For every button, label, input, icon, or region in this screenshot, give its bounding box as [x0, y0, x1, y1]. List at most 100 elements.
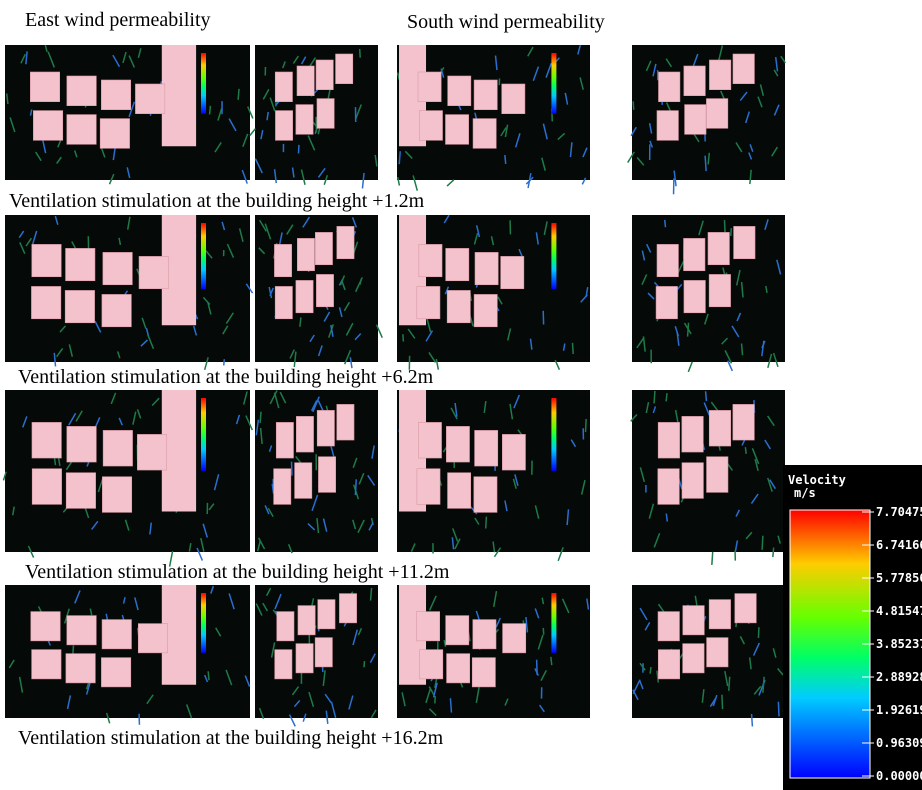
legend-label: 0.963094	[876, 736, 922, 750]
caption: Ventilation stimulation at the building …	[18, 727, 444, 749]
building	[475, 430, 498, 466]
flow-streak	[706, 391, 707, 401]
building	[102, 477, 131, 513]
building	[658, 469, 679, 505]
flow-streak	[551, 657, 552, 665]
building	[32, 244, 61, 276]
building	[315, 638, 332, 667]
building	[337, 404, 354, 440]
simulation-image	[397, 45, 590, 191]
building	[275, 72, 292, 102]
building	[31, 286, 60, 318]
building	[277, 612, 294, 641]
building	[658, 422, 679, 458]
building	[33, 111, 62, 141]
simulation-image	[397, 585, 590, 718]
flow-streak	[633, 101, 634, 109]
building	[275, 286, 292, 318]
flow-streak	[586, 419, 587, 432]
legend-label: 4.81547	[876, 604, 922, 618]
flow-streak	[654, 391, 655, 403]
simulation-image	[255, 390, 378, 553]
building	[448, 76, 471, 106]
building	[658, 650, 679, 679]
building	[296, 105, 313, 135]
simulation-image	[5, 45, 253, 184]
building	[684, 280, 705, 312]
building	[420, 650, 443, 679]
flow-streak	[505, 155, 506, 164]
building	[685, 105, 706, 135]
flow-streak	[210, 106, 211, 115]
building	[734, 226, 755, 258]
building	[684, 66, 705, 96]
simulation-image	[5, 585, 250, 725]
building	[101, 658, 130, 687]
legend-unit: m/s	[794, 486, 816, 500]
flow-streak	[364, 661, 365, 667]
building	[66, 654, 95, 683]
building	[337, 226, 354, 258]
building	[735, 594, 756, 623]
simulation-image	[250, 45, 378, 188]
building	[659, 72, 680, 102]
building	[275, 650, 292, 679]
flow-streak	[778, 702, 779, 717]
header-south: South wind permeability	[407, 11, 605, 33]
building	[708, 232, 729, 264]
flow-streak	[745, 447, 746, 454]
building	[683, 644, 704, 673]
flow-streak	[355, 479, 356, 495]
building	[298, 606, 315, 635]
building	[709, 60, 730, 90]
flow-streak	[773, 548, 774, 557]
building	[474, 477, 497, 513]
legend-label: 7.70475	[876, 505, 922, 519]
building	[709, 274, 730, 306]
building	[474, 80, 497, 110]
building	[317, 99, 334, 129]
building	[32, 469, 61, 505]
flow-streak	[260, 412, 261, 423]
flow-streak	[573, 343, 574, 354]
building	[684, 238, 705, 270]
flow-streak	[712, 552, 713, 565]
flow-streak	[722, 695, 723, 709]
building	[296, 416, 313, 452]
building	[503, 624, 526, 653]
building	[446, 248, 469, 280]
simulation-image	[632, 215, 785, 372]
legend-label: 2.88928	[876, 670, 922, 684]
building	[65, 290, 94, 322]
legend-label: 5.77856	[876, 571, 922, 585]
building	[475, 252, 498, 284]
building	[707, 457, 728, 493]
building	[315, 232, 332, 264]
building	[417, 469, 440, 505]
building	[102, 294, 131, 326]
color-scale	[201, 53, 206, 114]
color-bar	[790, 510, 870, 778]
building	[135, 84, 164, 114]
building	[418, 422, 441, 458]
legend-label: 1.92619	[876, 703, 922, 717]
caption: Ventilation stimulation at the building …	[25, 561, 450, 583]
building	[418, 72, 441, 102]
building	[274, 244, 291, 276]
building	[101, 80, 130, 110]
flow-streak	[688, 323, 689, 337]
building	[67, 76, 96, 106]
flow-streak	[399, 151, 400, 164]
simulation-image	[397, 390, 590, 561]
flow-streak	[762, 536, 763, 550]
building	[448, 473, 471, 509]
building	[138, 624, 167, 653]
building	[139, 256, 168, 288]
building	[682, 463, 703, 499]
building	[102, 620, 131, 649]
building	[30, 72, 59, 102]
building	[103, 252, 132, 284]
flow-streak	[486, 517, 487, 529]
building	[419, 111, 442, 141]
legend-label: 3.85237	[876, 637, 922, 651]
